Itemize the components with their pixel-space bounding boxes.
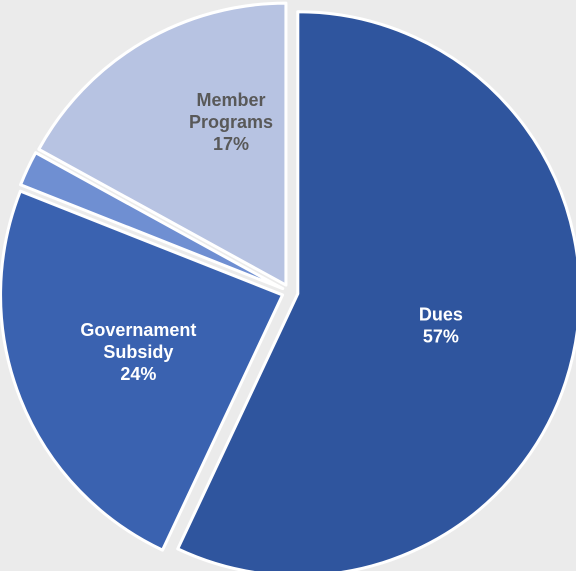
slice-category-label-3: Programs <box>189 112 273 132</box>
pie-slice-3 <box>37 1 288 287</box>
slice-value-label-0: 57% <box>423 327 459 347</box>
pie-slice-2 <box>19 151 285 291</box>
pie-slice-1 <box>0 189 285 552</box>
pie-slice-0 <box>176 10 576 571</box>
slice-category-label-1: Subsidy <box>103 342 173 362</box>
slice-value-label-1: 24% <box>120 364 156 384</box>
slice-category-label-3: Member <box>197 90 266 110</box>
slice-value-label-3: 17% <box>213 134 249 154</box>
slice-category-label-1: Governament <box>80 320 196 340</box>
slice-category-label-0: Dues <box>419 305 463 325</box>
